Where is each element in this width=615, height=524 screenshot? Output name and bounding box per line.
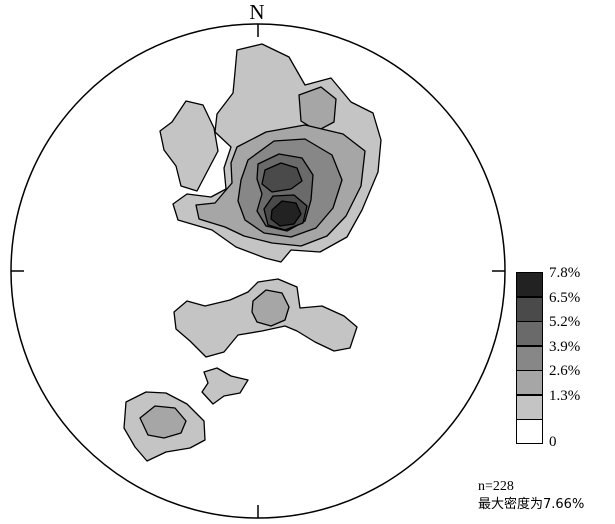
contour-7.8-peak bbox=[270, 200, 302, 227]
legend-label-0: 0 bbox=[549, 434, 557, 450]
contour-1.3-small-lower bbox=[201, 367, 249, 405]
legend-label-7.8: 7.8% bbox=[549, 265, 581, 281]
sample-count: n=228 bbox=[478, 479, 514, 494]
stats-block: n=228 最大密度为7.66% bbox=[478, 478, 584, 514]
north-label: N bbox=[249, 0, 265, 24]
contour-1.3-left-arm bbox=[159, 100, 219, 192]
legend-swatch-5.2 bbox=[516, 321, 543, 346]
contour-6.5-upper bbox=[261, 162, 303, 193]
density-contours bbox=[123, 43, 382, 462]
legend-swatch-6.5 bbox=[516, 296, 543, 322]
legend-swatch-7.8 bbox=[516, 272, 543, 297]
legend-swatch-1.3 bbox=[516, 394, 543, 420]
legend-swatch-3.9 bbox=[516, 345, 543, 371]
legend-label-2.6: 2.6% bbox=[549, 363, 581, 379]
contour-2.6-lower-left bbox=[139, 405, 187, 439]
legend-label-3.9: 3.9% bbox=[549, 338, 581, 355]
contour-2.6-upper-right bbox=[298, 86, 337, 132]
legend-swatch-0 bbox=[516, 419, 543, 444]
legend-swatch-2.6 bbox=[516, 370, 543, 395]
legend-label-1.3: 1.3% bbox=[549, 387, 581, 404]
max-density: 最大密度为7.66% bbox=[478, 497, 585, 512]
legend-label-6.5: 6.5% bbox=[549, 289, 581, 306]
contour-2.6-middle bbox=[251, 289, 290, 327]
legend-label-5.2: 5.2% bbox=[549, 314, 581, 330]
